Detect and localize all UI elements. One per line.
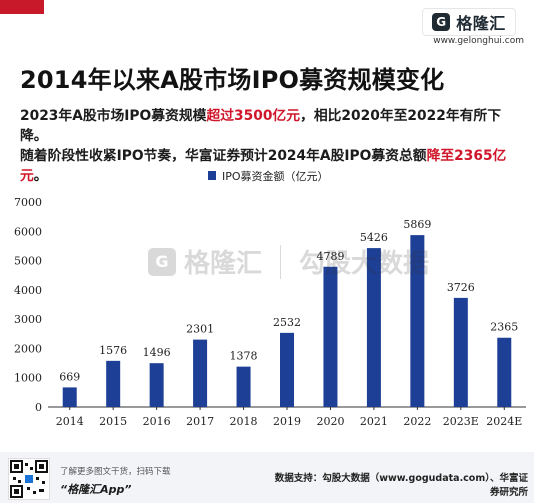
legend-label: IPO募资金额（亿元） — [222, 169, 329, 183]
qr-code-icon — [8, 458, 50, 500]
watermark-text-1: 格隆汇 — [184, 249, 263, 279]
x-tick-label-2018: 2018 — [230, 415, 258, 428]
brand-logo-icon: G — [432, 13, 451, 31]
subtitle-line-2: 随着阶段性收紧IPO节奏，华富证券预计2024年A股IPO募资总额降至2365亿… — [20, 146, 520, 186]
y-tick-label-7: 7000 — [14, 196, 42, 209]
x-tick-label-2021: 2021 — [360, 415, 388, 428]
watermark-logo-icon: G — [148, 247, 176, 276]
footer — [0, 452, 534, 503]
x-tick-label-2014: 2014 — [56, 415, 84, 428]
subtitle-2b: 。 — [33, 168, 48, 184]
page-subtitle: 2023年A股市场IPO募资规模超过3500亿元，相比2020年至2022年有所… — [20, 106, 520, 186]
data-label-2022: 5869 — [403, 218, 431, 231]
y-tick-label-6: 6000 — [14, 225, 42, 238]
x-tick-label-2016: 2016 — [143, 415, 171, 428]
watermark-divider — [280, 244, 282, 279]
data-label-2017: 2301 — [186, 323, 214, 336]
footer-app-name: “格隆汇App” — [60, 483, 132, 496]
site-url: www.gelonghui.com — [433, 36, 524, 46]
watermark: G 格隆汇 勾股大数据 — [148, 243, 429, 280]
y-tick-label-3: 3000 — [14, 313, 42, 326]
bar-2022 — [410, 235, 425, 407]
bar-2015 — [106, 360, 121, 407]
y-tick-label-1: 1000 — [14, 372, 42, 385]
x-tick-label-2019: 2019 — [273, 415, 301, 428]
x-tick-label-2015: 2015 — [99, 415, 127, 428]
x-tick-label-2024E: 2024E — [486, 415, 522, 428]
subtitle-line-1: 2023年A股市场IPO募资规模超过3500亿元，相比2020年至2022年有所… — [20, 106, 520, 146]
bar-2024E — [497, 337, 512, 407]
subtitle-1b: ，相比2020年至2022年有所下降。 — [20, 108, 502, 144]
bar-2016 — [149, 363, 164, 407]
brand-stripe — [0, 0, 44, 14]
data-label-2019: 2532 — [273, 316, 301, 329]
bar-2020 — [323, 266, 338, 407]
y-tick-label-2: 2000 — [14, 342, 42, 355]
footer-tip: 了解更多图文干货，扫码下载 — [60, 467, 171, 477]
subtitle-2-highlight: 降至2365亿元 — [20, 148, 507, 184]
x-tick-label-2022: 2022 — [403, 415, 431, 428]
bar-2019 — [280, 332, 294, 407]
page-title: 2014年以来A股市场IPO募资规模变化 — [20, 66, 445, 94]
data-label-2015: 1576 — [99, 344, 127, 357]
bar-2023E — [453, 297, 468, 407]
watermark-text-2: 勾股大数据 — [299, 249, 430, 279]
bar-2017 — [193, 339, 208, 407]
subtitle-2a: 随着阶段性收紧IPO节奏，华富证券预计2024年A股IPO募资总额 — [20, 148, 427, 164]
bar-chart: IPO募资金额（亿元） 0 1000 2000 3000 4000 5000 6000 7000… — [0, 160, 534, 448]
data-label-2016: 1496 — [143, 346, 171, 359]
brand-logo-text: 格隆汇 — [456, 14, 506, 33]
data-label-2018: 1378 — [230, 350, 258, 363]
data-label-2014: 669 — [59, 370, 80, 383]
bar-2021 — [366, 248, 381, 407]
bar-2018 — [236, 366, 251, 407]
data-label-2021: 5426 — [360, 231, 388, 244]
brand-logo: G 格隆汇 — [422, 8, 516, 36]
bar-2014 — [62, 387, 77, 407]
y-tick-label-5: 5000 — [14, 255, 42, 268]
data-label-2023E: 3726 — [447, 281, 475, 294]
data-source: 数据支持：勾股大数据（www.gogudata.com）、华富证券研究所 — [274, 473, 528, 498]
subtitle-1a: 2023年A股市场IPO募资规模 — [20, 108, 207, 124]
y-tick-label-0: 0 — [35, 401, 42, 414]
x-tick-label-2017: 2017 — [186, 415, 214, 428]
bar-chart-svg: IPO募资金额（亿元） 0 1000 2000 3000 4000 5000 6000 7000… — [14, 169, 526, 428]
x-tick-label-2020: 2020 — [316, 415, 344, 428]
top-bar: G 格隆汇 www.gelonghui.com — [0, 0, 534, 50]
legend-swatch — [208, 171, 216, 180]
data-label-2024E: 2365 — [490, 321, 518, 334]
subtitle-1-highlight: 超过3500亿元 — [206, 108, 301, 124]
x-tick-label-2023E: 2023E — [443, 415, 479, 428]
y-tick-label-4: 4000 — [14, 284, 42, 297]
data-label-2020: 4789 — [316, 250, 344, 263]
